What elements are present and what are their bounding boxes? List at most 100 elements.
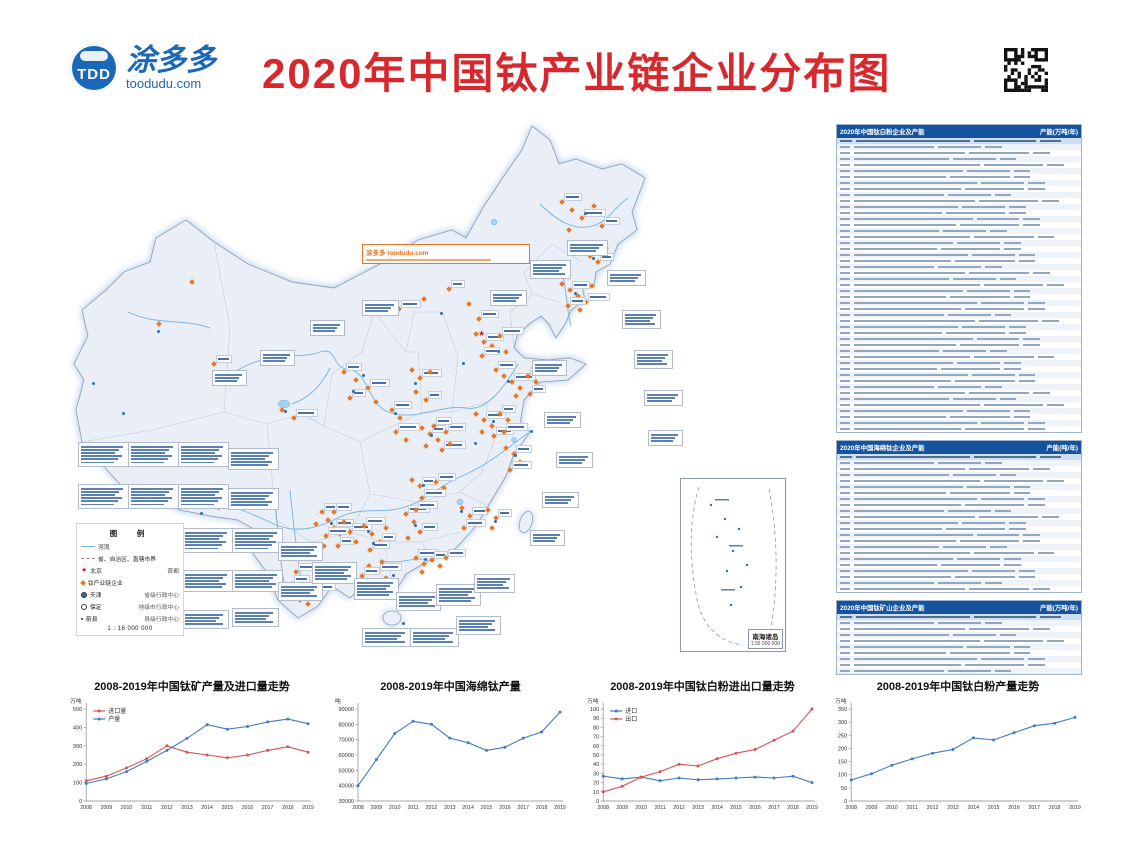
table-row [837, 568, 1081, 574]
svg-text:2010: 2010 [389, 805, 401, 811]
svg-text:40: 40 [593, 762, 599, 768]
table-row [837, 562, 1081, 568]
chart-tio2-output-svg: 0 50 100 150 200 250 300 350 2008 2009 2010 2011 201… [835, 697, 1081, 811]
map-label [486, 411, 506, 419]
svg-text:80000: 80000 [338, 722, 354, 728]
svg-text:0: 0 [596, 799, 599, 805]
legend-note: 首都 [167, 569, 179, 575]
map-label [398, 423, 420, 431]
map-label-cluster [228, 448, 279, 471]
map-label [498, 361, 516, 369]
map-annotation: 涂多多 toodudu.com [362, 244, 530, 264]
map-label [366, 517, 386, 525]
table-row [837, 544, 1081, 550]
map-label [422, 523, 438, 531]
svg-text:2018: 2018 [536, 805, 548, 811]
legend-item-boundary: 省、自治区、直辖市界 [81, 554, 179, 563]
svg-text:2017: 2017 [1029, 805, 1041, 811]
svg-text:进口: 进口 [625, 707, 637, 715]
legend-label: 钛产业链企业 [88, 581, 123, 587]
city-marker [372, 542, 375, 545]
map-label-cluster [312, 562, 357, 585]
map-label-cluster [212, 370, 247, 386]
svg-text:2014: 2014 [462, 805, 474, 811]
city-marker [284, 410, 287, 413]
svg-text:2018: 2018 [787, 805, 799, 811]
svg-text:2015: 2015 [988, 805, 1000, 811]
map-label-cluster [232, 570, 283, 593]
svg-text:90000: 90000 [338, 707, 354, 713]
table-row [837, 632, 1081, 638]
chart-titanium-ore: 2008-2019年中国钛矿产量及进口量走势 0 100 200 300 400 500 2… [68, 678, 316, 822]
table-row [837, 656, 1081, 662]
table-row [837, 662, 1081, 668]
table-row [837, 496, 1081, 502]
city-marker [430, 434, 433, 437]
china-map: ★ 涂多多 toodudu.com 图 例 河流 省、自治区、直辖市界 ★ 北京… [62, 112, 786, 664]
city-marker [492, 420, 495, 423]
city-marker [424, 558, 427, 561]
svg-text:30: 30 [593, 771, 599, 777]
table-row [837, 556, 1081, 562]
map-scale: 1 : 16 000 000 [107, 626, 153, 632]
table-row [837, 330, 1081, 336]
beijing-star-icon: ★ [478, 329, 486, 338]
svg-text:2010: 2010 [121, 805, 133, 811]
svg-text:2011: 2011 [141, 805, 152, 811]
legend-label: 省、自治区、直辖市界 [98, 557, 156, 563]
table-row [837, 360, 1081, 366]
svg-text:60000: 60000 [338, 753, 354, 759]
svg-text:90: 90 [593, 716, 599, 722]
map-label-cluster [278, 582, 323, 601]
map-label [448, 549, 466, 557]
map-label [401, 300, 421, 308]
table-row [837, 472, 1081, 478]
map-label-cluster [648, 430, 683, 446]
table-row [837, 502, 1081, 508]
table-row [837, 144, 1081, 150]
map-label [382, 533, 396, 541]
table-title: 2020年中国钛矿山企业及产能 [840, 605, 925, 612]
legend-item-river: 河流 [81, 542, 179, 551]
annotation-text: 涂多多 toodudu.com [366, 250, 429, 257]
map-label-cluster [178, 484, 229, 510]
prefecture-city-icon [81, 603, 87, 610]
svg-text:2015: 2015 [222, 805, 234, 811]
table-row [837, 318, 1081, 324]
map-label-cluster [260, 350, 295, 366]
table-row [837, 402, 1081, 408]
map-label [216, 355, 232, 363]
table-row [837, 520, 1081, 526]
table-row [837, 348, 1081, 354]
capital-star-icon: ★ [81, 566, 88, 574]
svg-text:2017: 2017 [768, 805, 780, 811]
map-label-cluster [532, 360, 567, 376]
table-title-bar: 2020年中国海绵钛企业及产能 产能(吨/年) [837, 441, 1081, 454]
table-row [837, 204, 1081, 210]
city-marker [367, 530, 370, 533]
map-label [604, 217, 620, 225]
svg-text:50000: 50000 [338, 768, 354, 774]
table-row [837, 366, 1081, 372]
map-label-cluster [310, 320, 345, 336]
svg-text:2017: 2017 [517, 805, 529, 811]
svg-text:2016: 2016 [749, 805, 761, 811]
inset-label: 南海诸岛 1:32 000 000 [747, 629, 783, 649]
chart-sponge-titanium-svg: 30000 40000 50000 60000 70000 80000 90000 2008 2… [335, 697, 566, 811]
svg-text:吨: 吨 [335, 697, 341, 705]
table-row [837, 234, 1081, 240]
table-row [837, 168, 1081, 174]
svg-text:出口: 出口 [625, 715, 637, 723]
chart-titanium-ore-svg: 0 100 200 300 400 500 2008 2009 2010 2011 2012 2013… [70, 697, 314, 811]
legend-item-province-capital: 天津 省级行政中心 [81, 590, 179, 599]
city-marker [574, 292, 577, 295]
map-label-cluster [182, 610, 229, 629]
brand-block: 涂多多 toodudu.com [126, 45, 216, 92]
city-marker [330, 522, 333, 525]
map-label [444, 441, 466, 449]
svg-text:2013: 2013 [947, 805, 959, 811]
map-label [572, 281, 590, 289]
table-header-row [837, 138, 1081, 144]
map-label [336, 503, 352, 511]
legend-item-county: 蔚县 县级行政中心 [81, 614, 179, 623]
